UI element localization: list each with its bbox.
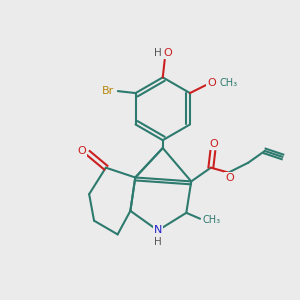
Text: H: H xyxy=(154,48,162,58)
Text: CH₃: CH₃ xyxy=(202,215,220,225)
Text: N: N xyxy=(154,226,162,236)
Text: O: O xyxy=(163,48,172,58)
Text: O: O xyxy=(77,146,86,156)
Text: O: O xyxy=(209,139,218,149)
Text: O: O xyxy=(207,78,216,88)
Text: H: H xyxy=(154,237,162,247)
Text: CH₃: CH₃ xyxy=(219,78,238,88)
Text: O: O xyxy=(225,173,234,184)
Text: Br: Br xyxy=(102,86,114,96)
